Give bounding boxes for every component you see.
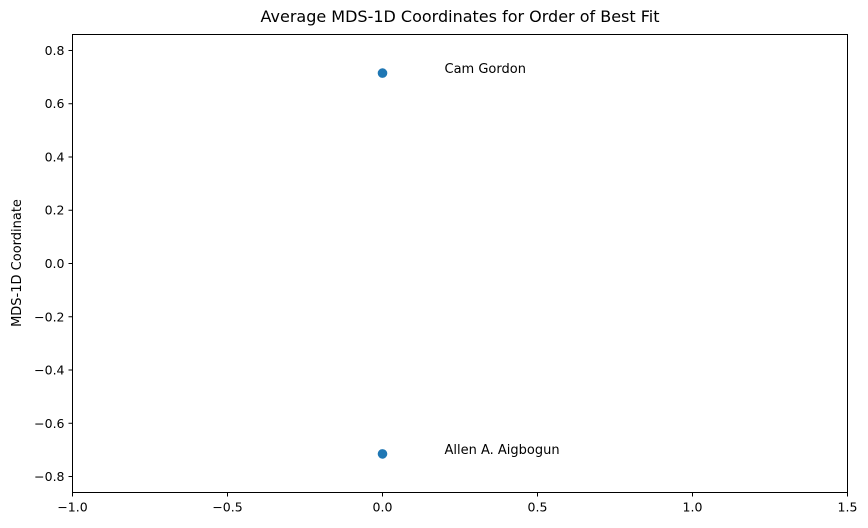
- y-tick-label: −0.8: [34, 469, 64, 484]
- scatter-point: [377, 449, 388, 459]
- y-tick-label: −0.4: [34, 363, 64, 378]
- x-tick-label: 1.0: [683, 500, 703, 515]
- plot-area-frame: [72, 34, 848, 493]
- point-labels: Cam Gordon Allen A. Aigbogun: [445, 62, 560, 458]
- y-tick-label: −0.6: [34, 416, 64, 431]
- chart-title: Average MDS-1D Coordinates for Order of …: [261, 7, 660, 26]
- data-points: [377, 68, 388, 459]
- y-tick-label: −0.2: [34, 309, 64, 324]
- y-tick-label: 0.0: [45, 256, 65, 271]
- point-annotation: Allen A. Aigbogun: [445, 443, 560, 458]
- scatter-point: [377, 68, 388, 78]
- x-tick-label: 1.5: [838, 500, 858, 515]
- x-tick-label: 0.0: [373, 500, 393, 515]
- y-tick-label: 0.8: [45, 43, 65, 58]
- axis-ticks: −1.0 −0.5 0.0 0.5 1.0 1.5 −0.8 −0.6 −0.4 −0.2 0.0 0…: [34, 43, 857, 515]
- y-tick-label: 0.6: [45, 96, 65, 111]
- point-annotation: Cam Gordon: [445, 62, 526, 77]
- y-axis-label: MDS-1D Coordinate: [10, 199, 25, 327]
- y-tick-label: 0.4: [45, 149, 65, 164]
- x-tick-label: 0.5: [528, 500, 548, 515]
- y-tick-label: 0.2: [45, 203, 65, 218]
- x-tick-label: −1.0: [57, 500, 87, 515]
- x-tick-label: −0.5: [212, 500, 242, 515]
